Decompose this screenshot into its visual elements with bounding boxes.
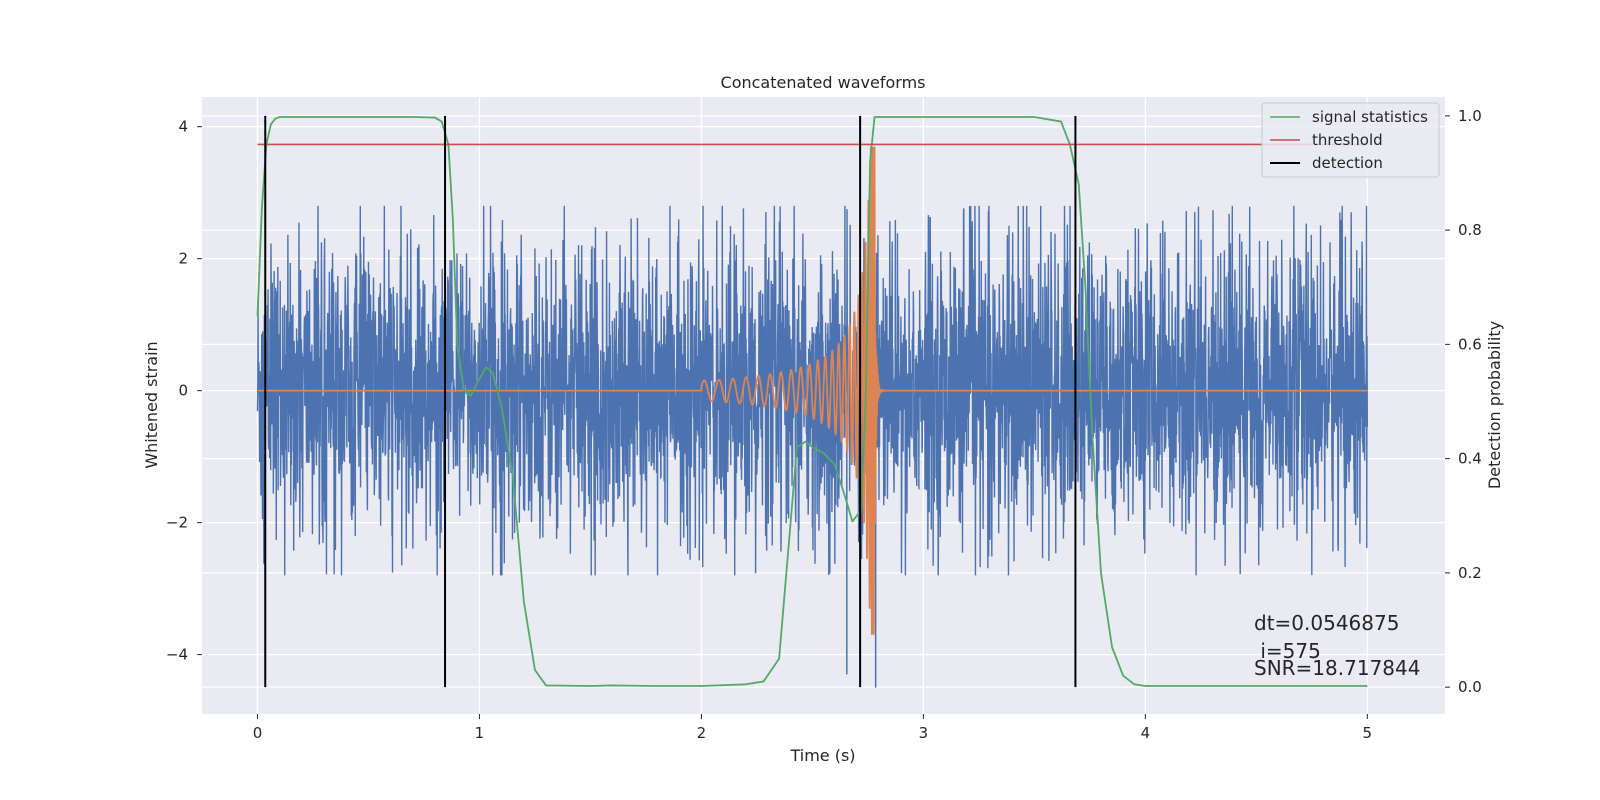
y2-tick-label: 0.4 [1458,450,1482,468]
x-tick-label: 5 [1363,724,1373,742]
x-tick-label: 4 [1141,724,1151,742]
y-tick-label: 0 [178,382,188,400]
y-axis-label: Whitened strain [142,341,161,468]
chart-legend: signal statistics threshold detection [1261,102,1440,178]
plot-lines [256,115,1369,688]
y2-tick-label: 0.0 [1458,678,1482,696]
legend-label-detection: detection [1312,154,1383,172]
line-series-injected-waveform [257,146,1368,635]
x-tick-label: 2 [697,724,707,742]
y2-tick-label: 0.2 [1458,564,1482,582]
x-tick-label: 1 [475,724,485,742]
annotation-index: i=575 [1254,639,1321,663]
y-tick-label: 4 [178,118,188,136]
legend-box [1261,102,1440,178]
y-axis-ticks: −4 −2 0 2 4 [166,118,202,664]
y2-tick-label: 1.0 [1458,107,1482,125]
line-series-signal-statistics [256,116,1368,687]
line-series-strain [256,205,1369,576]
x-axis-label: Time (s) [789,746,855,765]
annotation-snr: SNR=18.717844 [1254,656,1420,680]
legend-label-threshold: threshold [1312,131,1383,149]
x-tick-label: 0 [253,724,263,742]
y-tick-label: −4 [166,646,188,664]
y-tick-label: 2 [178,250,188,268]
y2-axis-ticks: 0.0 0.2 0.4 0.6 0.8 1.0 [1445,107,1482,696]
annotation-dt: dt=0.0546875 [1254,611,1399,635]
legend-label-signal-statistics: signal statistics [1312,108,1428,126]
y2-tick-label: 0.6 [1458,335,1482,353]
y2-tick-label: 0.8 [1458,221,1482,239]
chart-title: Concatenated waveforms [721,73,926,92]
x-tick-label: 3 [919,724,929,742]
y-tick-label: −2 [166,514,188,532]
x-axis-ticks: 0 1 2 3 4 5 [253,714,1372,742]
y2-axis-label: Detection probability [1485,321,1504,489]
